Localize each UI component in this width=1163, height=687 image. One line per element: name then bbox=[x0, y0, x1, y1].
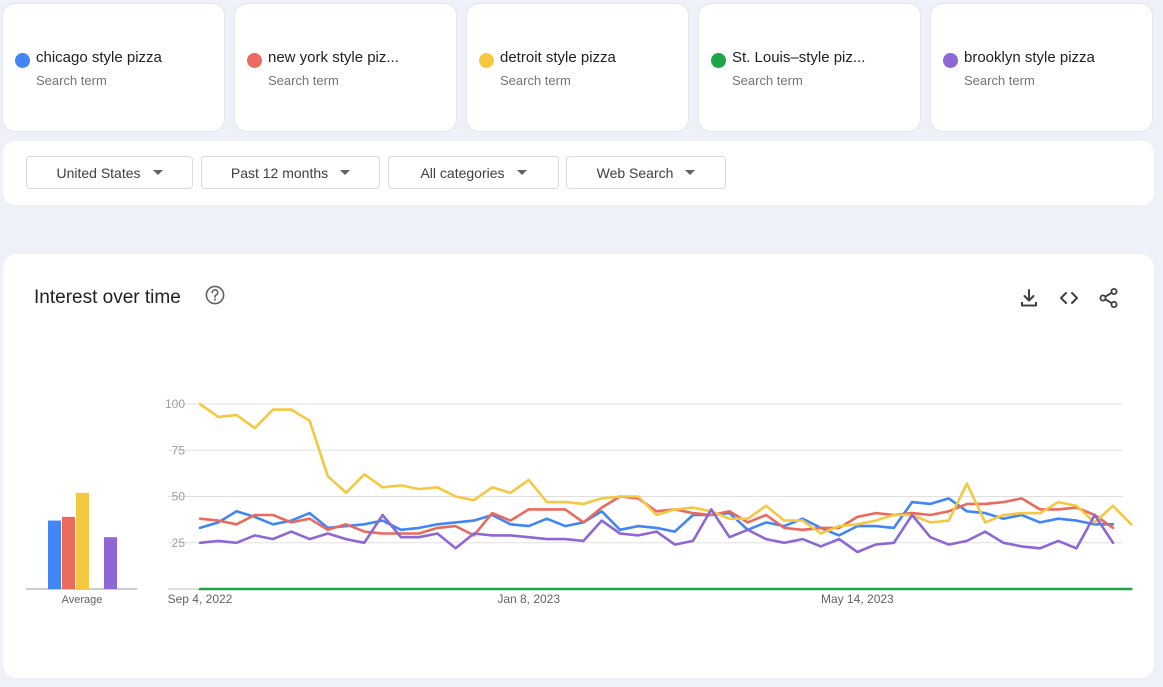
term-name: chicago style pizza bbox=[36, 49, 162, 66]
interest-over-time-panel: Interest over time 25 50 75 100 Sep 4, 2022 J… bbox=[3, 254, 1154, 678]
category-dropdown[interactable]: All categories bbox=[388, 156, 559, 189]
term-type-label: Search term bbox=[732, 73, 803, 88]
y-tick-label: 100 bbox=[165, 397, 185, 411]
y-tick-label: 50 bbox=[172, 490, 186, 504]
time-range-value: Past 12 months bbox=[230, 164, 329, 181]
term-card-brooklyn[interactable]: brooklyn style pizza Search term bbox=[931, 4, 1152, 131]
y-tick-label: 25 bbox=[172, 536, 186, 550]
series-line bbox=[198, 495, 1115, 537]
term-card-detroit[interactable]: detroit style pizza Search term bbox=[467, 4, 688, 131]
average-bar bbox=[76, 492, 89, 589]
series-color-dot bbox=[247, 53, 262, 68]
x-tick-label: May 14, 2023 bbox=[821, 592, 894, 606]
average-bar bbox=[62, 516, 75, 589]
term-card-chicago[interactable]: chicago style pizza Search term bbox=[3, 4, 224, 131]
series-color-dot bbox=[15, 53, 30, 68]
series-color-dot bbox=[943, 53, 958, 68]
average-label: Average bbox=[62, 594, 103, 606]
panel-title: Interest over time bbox=[34, 287, 181, 308]
share-icon[interactable] bbox=[1098, 287, 1120, 309]
dropdown-caret-icon bbox=[340, 170, 351, 175]
series-line bbox=[198, 497, 1115, 537]
search-type-value: Web Search bbox=[596, 164, 674, 181]
x-tick-label: Sep 4, 2022 bbox=[168, 592, 233, 606]
x-tick-label: Jan 8, 2023 bbox=[497, 592, 560, 606]
series-line bbox=[198, 508, 1115, 554]
series-color-dot bbox=[479, 53, 494, 68]
term-name: detroit style pizza bbox=[500, 49, 616, 66]
term-type-label: Search term bbox=[268, 73, 339, 88]
term-card-new-york[interactable]: new york style piz... Search term bbox=[235, 4, 456, 131]
help-icon[interactable] bbox=[205, 285, 225, 305]
series-color-dot bbox=[711, 53, 726, 68]
term-name: brooklyn style pizza bbox=[964, 49, 1095, 66]
category-value: All categories bbox=[420, 164, 505, 181]
series-line bbox=[198, 402, 1133, 535]
term-type-label: Search term bbox=[36, 73, 107, 88]
dropdown-caret-icon bbox=[685, 170, 696, 175]
y-tick-label: 75 bbox=[172, 443, 186, 457]
filter-bar: United States Past 12 months All categor… bbox=[3, 141, 1154, 205]
term-name: St. Louis–style piz... bbox=[732, 49, 866, 66]
time-range-dropdown[interactable]: Past 12 months bbox=[201, 156, 380, 189]
region-value: United States bbox=[56, 164, 141, 181]
search-terms-row: chicago style pizza Search term new york… bbox=[0, 0, 1163, 135]
dropdown-caret-icon bbox=[152, 170, 163, 175]
average-bar bbox=[48, 520, 61, 589]
average-bar bbox=[104, 537, 117, 589]
download-icon[interactable] bbox=[1018, 287, 1040, 309]
interest-chart: 25 50 75 100 Sep 4, 2022 Jan 8, 2023 May 14, 2… bbox=[26, 397, 1133, 606]
region-dropdown[interactable]: United States bbox=[26, 156, 193, 189]
embed-code-icon[interactable] bbox=[1058, 287, 1080, 309]
term-type-label: Search term bbox=[964, 73, 1035, 88]
term-card-st-louis[interactable]: St. Louis–style piz... Search term bbox=[699, 4, 920, 131]
dropdown-caret-icon bbox=[516, 170, 527, 175]
term-type-label: Search term bbox=[500, 73, 571, 88]
term-name: new york style piz... bbox=[268, 49, 399, 66]
search-type-dropdown[interactable]: Web Search bbox=[566, 156, 726, 189]
